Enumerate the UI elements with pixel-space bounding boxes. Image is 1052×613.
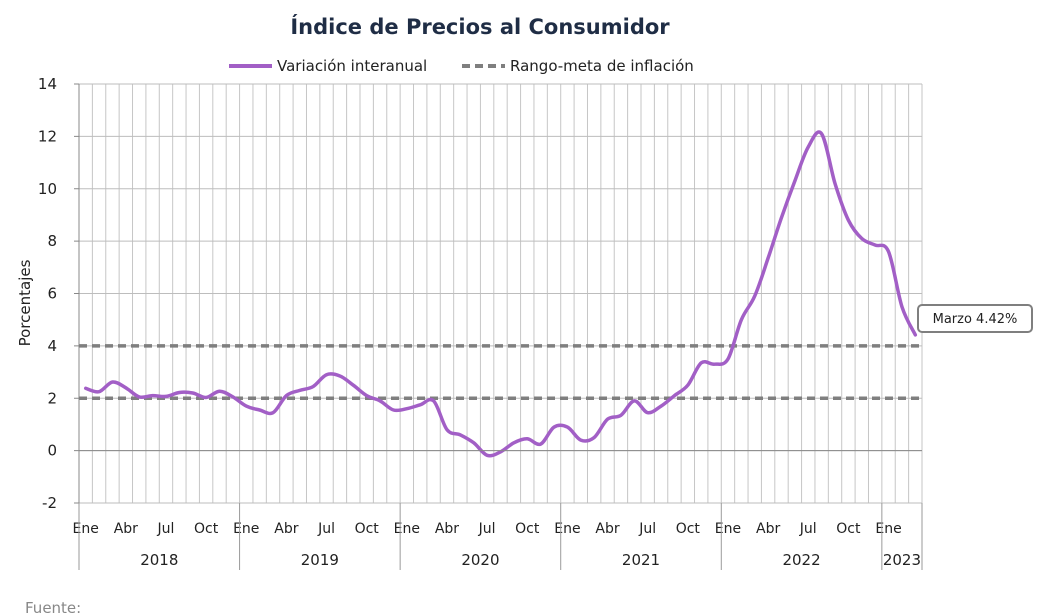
year-label: 2023: [883, 551, 921, 569]
y-tick-label: -2: [42, 494, 57, 512]
y-axis-label: Porcentajes: [16, 259, 34, 346]
x-tick-label: Oct: [355, 521, 380, 537]
x-tick-label: Oct: [515, 521, 540, 537]
y-tick-label: 0: [47, 442, 57, 460]
x-tick-label: Jul: [478, 521, 496, 537]
y-tick-label: 12: [38, 127, 57, 145]
y-tick-label: 14: [38, 75, 57, 93]
x-axis: Ene Abr Jul Oct 2018 Ene Abr Jul Oct 2019 Ene Abr Ju…: [73, 450, 923, 570]
legend: Variación interanual Rango-meta de infla…: [229, 57, 694, 75]
grid: [78, 83, 923, 504]
target-range-lines: [79, 344, 920, 400]
x-tick-label: Jul: [638, 521, 656, 537]
x-tick-label: Abr: [274, 521, 298, 537]
x-tick-label: Jul: [317, 521, 335, 537]
y-tick-label: 4: [47, 337, 57, 355]
x-tick-label: Ene: [875, 521, 901, 537]
x-tick-label: Ene: [394, 521, 420, 537]
x-tick-label: Ene: [715, 521, 741, 537]
x-tick-label: Ene: [233, 521, 259, 537]
x-tick-label: Abr: [756, 521, 780, 537]
year-label: 2021: [622, 551, 660, 569]
x-tick-label: Abr: [435, 521, 459, 537]
y-tick-label: 6: [47, 285, 57, 303]
year-label: 2018: [140, 551, 178, 569]
annotation-box: [917, 304, 1033, 333]
last-value-annotation: Marzo 4.42%: [917, 304, 1033, 333]
x-tick-label: Ene: [73, 521, 99, 537]
source-note: Fuente:: [25, 599, 81, 613]
x-tick-label: Oct: [676, 521, 701, 537]
annotation-text: Marzo 4.42%: [933, 312, 1018, 327]
x-tick-label: Abr: [114, 521, 138, 537]
x-tick-label: Jul: [157, 521, 175, 537]
x-tick-label: Abr: [595, 521, 619, 537]
year-label: 2019: [301, 551, 339, 569]
y-axis-ticks: -2 0 2 4 6 8 10 12 14: [38, 75, 80, 512]
x-tick-label: Oct: [836, 521, 861, 537]
chart-title: Índice de Precios al Consumidor: [290, 14, 670, 39]
year-label: 2022: [782, 551, 820, 569]
y-tick-label: 8: [47, 232, 57, 250]
x-tick-label: Ene: [554, 521, 580, 537]
legend-label-rango-meta: Rango-meta de inflación: [510, 57, 694, 75]
x-tick-label: Jul: [799, 521, 817, 537]
y-tick-label: 2: [47, 389, 57, 407]
legend-label-variacion: Variación interanual: [277, 57, 427, 75]
series-line-variacion-interanual: [83, 130, 918, 458]
x-tick-label: Oct: [194, 521, 219, 537]
y-tick-label: 10: [38, 180, 57, 198]
year-label: 2020: [461, 551, 499, 569]
